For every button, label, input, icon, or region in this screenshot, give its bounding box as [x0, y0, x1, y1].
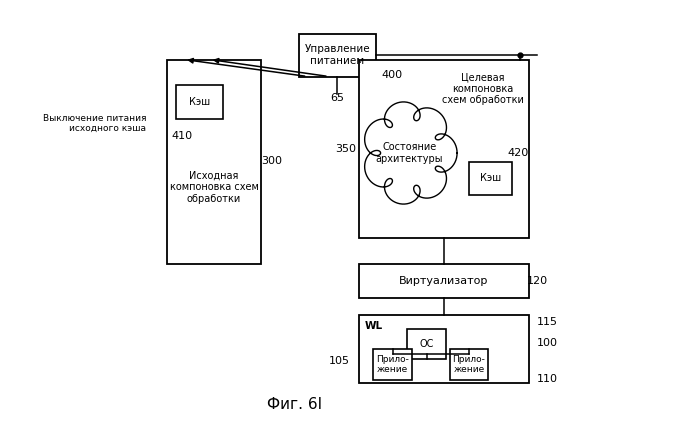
- FancyBboxPatch shape: [450, 348, 488, 380]
- Text: Управление
питанием: Управление питанием: [304, 45, 370, 66]
- Text: ОС: ОС: [419, 339, 434, 349]
- FancyBboxPatch shape: [358, 60, 528, 238]
- Text: 400: 400: [382, 70, 403, 80]
- FancyBboxPatch shape: [469, 162, 512, 196]
- Text: 115: 115: [537, 317, 558, 327]
- Text: 420: 420: [508, 148, 528, 158]
- Text: 105: 105: [329, 356, 350, 366]
- FancyBboxPatch shape: [299, 34, 375, 76]
- Text: 410: 410: [172, 131, 193, 141]
- Text: Прило-
жение: Прило- жение: [376, 355, 409, 374]
- Text: Фиг. 6I: Фиг. 6I: [267, 397, 322, 412]
- Text: Кэш: Кэш: [188, 97, 210, 107]
- Text: 110: 110: [537, 374, 558, 384]
- FancyBboxPatch shape: [373, 348, 412, 380]
- Text: Прило-
жение: Прило- жение: [453, 355, 485, 374]
- FancyBboxPatch shape: [358, 314, 528, 382]
- Text: Целевая
компоновка
схем обработки: Целевая компоновка схем обработки: [442, 72, 524, 105]
- Text: 100: 100: [537, 338, 558, 348]
- Text: 65: 65: [330, 93, 344, 103]
- FancyBboxPatch shape: [176, 85, 223, 119]
- FancyBboxPatch shape: [167, 60, 261, 264]
- Text: Выключение питания
исходного кэша: Выключение питания исходного кэша: [43, 113, 146, 133]
- Text: Виртуализатор: Виртуализатор: [399, 275, 488, 286]
- Text: 120: 120: [526, 275, 547, 286]
- Text: Состояние
архитектуры: Состояние архитектуры: [376, 142, 443, 164]
- Text: 350: 350: [335, 144, 356, 154]
- FancyBboxPatch shape: [358, 264, 528, 298]
- Text: Кэш: Кэш: [480, 173, 500, 184]
- Text: Исходная
компоновка схем
обработки: Исходная компоновка схем обработки: [169, 170, 258, 204]
- Text: 300: 300: [261, 156, 282, 167]
- FancyBboxPatch shape: [407, 329, 446, 359]
- Polygon shape: [365, 102, 457, 204]
- Text: WL: WL: [365, 321, 383, 331]
